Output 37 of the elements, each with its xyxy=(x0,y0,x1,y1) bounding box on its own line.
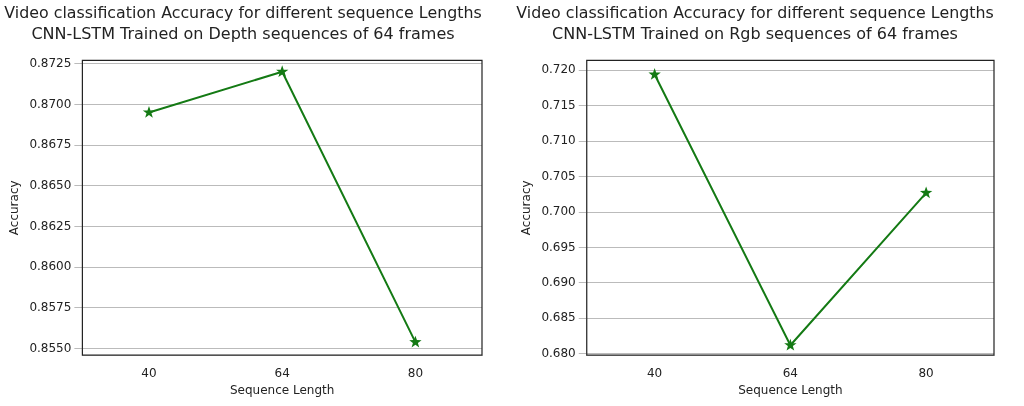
x-axis-title: Sequence Length xyxy=(229,382,335,397)
point xyxy=(919,186,933,199)
x-tick-label: 64 xyxy=(782,365,799,380)
x-tick-label: 80 xyxy=(918,365,934,380)
y-axis-title: Accuracy xyxy=(519,180,534,236)
y-tick-label: 0.8550 xyxy=(29,340,72,355)
y-tick-label: 0.8675 xyxy=(29,137,72,152)
y-tick-label: 0.690 xyxy=(541,275,576,290)
point xyxy=(409,335,422,348)
chart-subtitle: CNN-LSTM Trained on Rgb sequences of 64 frames xyxy=(552,23,958,43)
y-tick-label: 0.680 xyxy=(541,345,576,360)
x-tick-label: 40 xyxy=(141,365,157,380)
x-tick-label: 80 xyxy=(407,365,424,380)
point xyxy=(784,338,797,351)
y-tick-label: 0.8600 xyxy=(29,259,72,274)
y-tick-label: 0.8650 xyxy=(29,177,72,192)
x-tick-label: 64 xyxy=(274,365,290,380)
chart-subtitle: CNN-LSTM Trained on Depth sequences of 64 frames xyxy=(31,23,455,43)
point xyxy=(648,68,661,80)
y-axis-title: Accuracy xyxy=(7,180,22,236)
y-tick-label: 0.705 xyxy=(541,168,576,183)
chart-title: Video classification Accuracy for different sequence Lengths xyxy=(4,2,482,22)
y-tick-label: 0.715 xyxy=(541,97,576,112)
point xyxy=(276,65,289,78)
y-tick-label: 0.710 xyxy=(541,133,576,148)
y-tick-label: 0.8575 xyxy=(29,300,72,315)
y-tick-label: 0.8625 xyxy=(29,218,72,233)
y-tick-label: 0.695 xyxy=(541,239,576,254)
y-tick-label: 0.8700 xyxy=(29,96,72,111)
x-tick-label: 40 xyxy=(646,365,663,380)
chart-title: Video classification Accuracy for different sequence Lengths xyxy=(516,2,994,22)
point xyxy=(142,106,156,118)
y-tick-label: 0.8725 xyxy=(29,55,72,70)
y-tick-label: 0.720 xyxy=(541,62,576,77)
y-tick-label: 0.685 xyxy=(541,310,576,325)
x-axis-title: Sequence Length xyxy=(738,382,843,397)
y-tick-label: 0.700 xyxy=(541,204,576,219)
